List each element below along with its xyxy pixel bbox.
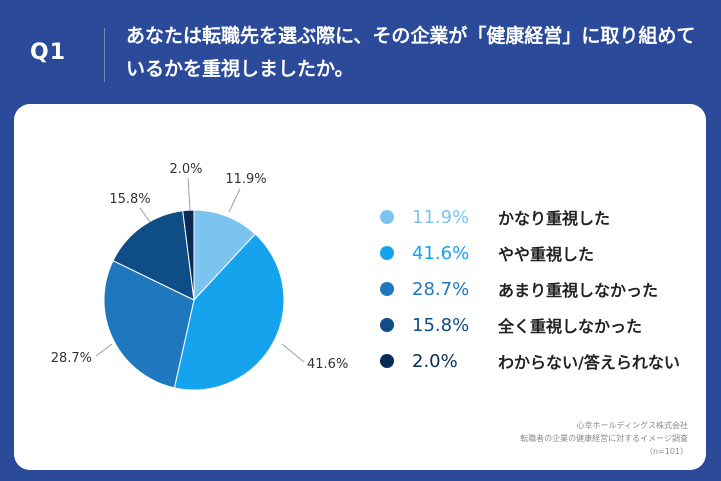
pie-slice-5 bbox=[182, 209, 195, 301]
legend-percent: 2.0% bbox=[412, 350, 458, 372]
legend-item-1: 11.9% かなり重視した bbox=[380, 199, 680, 235]
credit-sample: （n=101） bbox=[644, 447, 688, 456]
legend-swatch bbox=[380, 318, 394, 332]
legend-swatch bbox=[380, 282, 394, 296]
header-divider bbox=[104, 28, 105, 82]
pie-data-label-1: 11.9% bbox=[225, 172, 266, 187]
pie-slice-2 bbox=[173, 233, 285, 391]
legend-item-5: 2.0% わからない/答えられない bbox=[380, 343, 680, 379]
leader-line-5 bbox=[187, 177, 191, 211]
legend-label: やや重視した bbox=[498, 245, 595, 264]
question-number: Q1 bbox=[30, 40, 67, 65]
pie-slice-3 bbox=[103, 259, 195, 389]
legend-swatch bbox=[380, 354, 394, 368]
pie-data-label-5: 2.0% bbox=[169, 162, 202, 177]
leader-line-3 bbox=[95, 343, 113, 357]
legend-percent: 41.6% bbox=[412, 242, 470, 264]
leader-line-4 bbox=[139, 207, 151, 223]
leader-line-2 bbox=[281, 343, 305, 363]
leader-line-1 bbox=[228, 188, 241, 213]
pie-chart: 11.9% 41.6% 28.7% 15.8% 2.0% bbox=[51, 162, 348, 391]
question-text: あなたは転職先を選ぶ際に、その企業が「健康経営」に取り組めているかを重視しました… bbox=[126, 25, 696, 80]
chart-legend: 11.9% かなり重視した 41.6% やや重視した 28.7% あまり重視しなかった 15… bbox=[380, 199, 680, 379]
legend-item-3: 28.7% あまり重視しなかった bbox=[380, 271, 680, 307]
legend-label: あまり重視しなかった bbox=[498, 281, 659, 300]
legend-label: わからない/答えられない bbox=[498, 353, 680, 372]
credit-company: 心幸ホールディングス株式会社 bbox=[576, 421, 688, 430]
chart-panel: 11.9% 41.6% 28.7% 15.8% 2.0% 11.9% かなり重視した 41.… bbox=[14, 104, 706, 470]
legend-label: 全く重視しなかった bbox=[498, 317, 643, 336]
legend-percent: 11.9% bbox=[412, 206, 470, 228]
legend-item-2: 41.6% やや重視した bbox=[380, 235, 680, 271]
pie-data-label-4: 15.8% bbox=[109, 192, 150, 207]
pie-slice-1 bbox=[193, 209, 256, 302]
pie-data-label-3: 28.7% bbox=[51, 351, 92, 366]
question-header: Q1 あなたは転職先を選ぶ際に、その企業が「健康経営」に取り組めているかを重視し… bbox=[0, 0, 721, 98]
legend-percent: 15.8% bbox=[412, 314, 470, 336]
legend-percent: 28.7% bbox=[412, 278, 470, 300]
pie-slice-4 bbox=[112, 210, 195, 301]
legend-swatch bbox=[380, 246, 394, 260]
legend-label: かなり重視した bbox=[498, 209, 611, 228]
pie-data-label-2: 41.6% bbox=[307, 357, 348, 372]
legend-item-4: 15.8% 全く重視しなかった bbox=[380, 307, 680, 343]
legend-swatch bbox=[380, 210, 394, 224]
credit-survey: 転職者の企業の健康経営に対するイメージ調査 bbox=[520, 434, 688, 443]
source-credit: 心幸ホールディングス株式会社 転職者の企業の健康経営に対するイメージ調査 （n=… bbox=[520, 419, 688, 458]
